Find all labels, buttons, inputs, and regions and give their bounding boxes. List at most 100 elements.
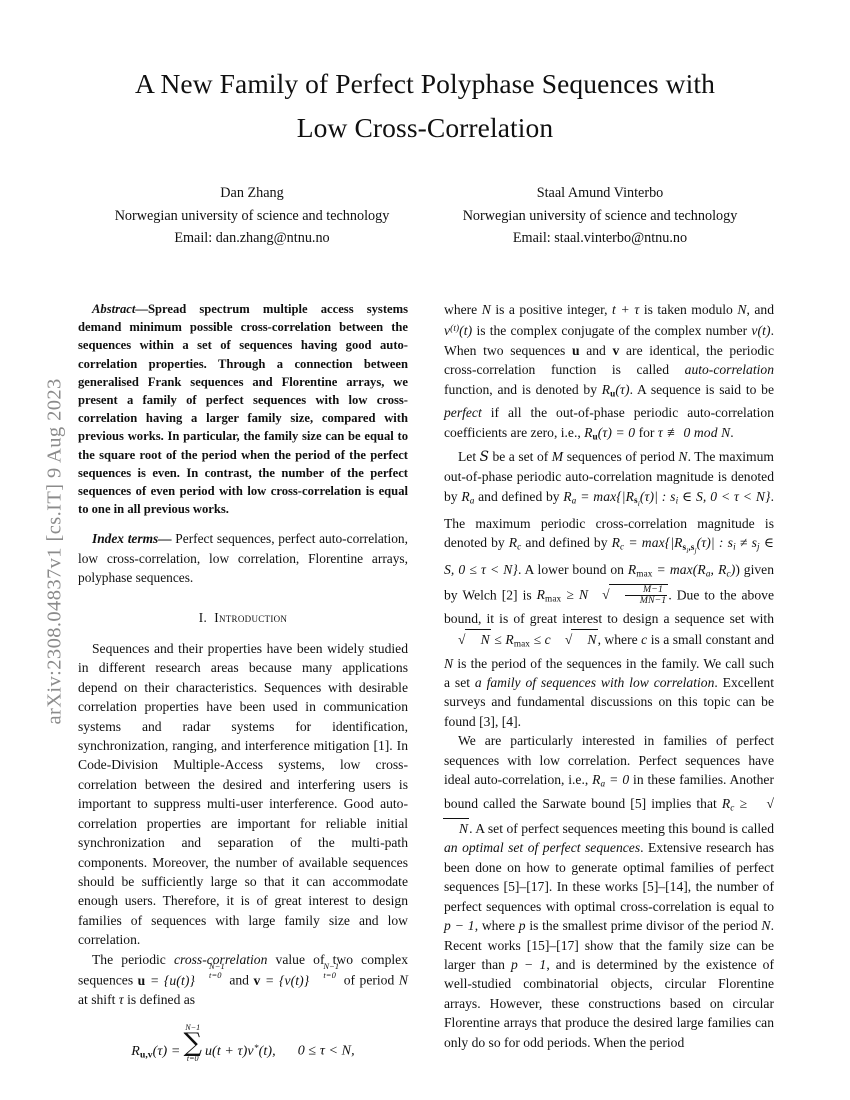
p2-neq: ≠ s bbox=[735, 534, 758, 550]
sqrt-icon: √ bbox=[458, 631, 466, 647]
p1-period: . bbox=[730, 424, 734, 440]
inline-math-tau: τ bbox=[118, 991, 124, 1007]
author-name: Staal Amund Vinterbo bbox=[536, 185, 664, 201]
p2-geq-N: ≥ N bbox=[561, 587, 589, 603]
p2-maxbrace: = max{|R bbox=[576, 488, 635, 504]
p2-sisj-sub: si,sj bbox=[682, 541, 697, 555]
inline-math-Rc-geq-sqrtN: Rc ≥ √ N bbox=[443, 796, 774, 838]
inline-math-p-minus-1b: p − 1 bbox=[510, 956, 547, 972]
right-paragraph-2: Let S be a set of M sequences of period … bbox=[444, 447, 774, 731]
inline-math-M: M bbox=[551, 448, 564, 464]
inline-math-c: c bbox=[641, 631, 648, 647]
abstract-text: Spread spectrum multiple access systems … bbox=[78, 302, 408, 517]
intro-paragraph-1: Sequences and their properties have been… bbox=[78, 641, 408, 948]
inline-math-sqrtN-1: √ N bbox=[444, 628, 491, 647]
p1-perfect-emphasis: perfect bbox=[444, 405, 482, 421]
inline-math-vt: v(t) bbox=[751, 323, 771, 339]
p2-setof: be a set of bbox=[488, 448, 552, 464]
p2-Rc2-sub: c bbox=[620, 541, 625, 552]
inline-math-tau-mod: τ ≢ 0 mod N bbox=[657, 424, 731, 440]
eq-summation-operator: N−1 ∑ t=0 bbox=[183, 1024, 201, 1063]
right-paragraph-3: We are particularly interested in famili… bbox=[443, 731, 774, 1052]
para2-and: and bbox=[224, 972, 254, 988]
inline-math-u-bold: u bbox=[571, 342, 580, 358]
index-terms-lead: Index terms— bbox=[92, 531, 176, 547]
p2-comma-R: , R bbox=[710, 561, 727, 577]
sqrt-icon: √ bbox=[766, 796, 774, 812]
p2-tau-colon: (τ)| : s bbox=[639, 488, 676, 504]
inline-math-Ra: Ra bbox=[461, 488, 475, 506]
p2-eq-max: = max(R bbox=[652, 561, 706, 577]
p2-maxbrace2: = max{|R bbox=[624, 534, 683, 550]
eq-summand-body: u(t + τ)v bbox=[204, 1043, 254, 1059]
frac-numerator: M−1 bbox=[624, 584, 668, 597]
inline-math-N: N bbox=[398, 972, 408, 988]
p3-optimal-emphasis: an optimal set of perfect sequences bbox=[444, 840, 641, 856]
p2-Rc3-sub: c bbox=[726, 568, 731, 579]
p2-Ra2: R bbox=[563, 488, 572, 504]
p2-Rc-sub: c bbox=[517, 541, 522, 552]
p3-Ra: R bbox=[592, 772, 601, 788]
p2-defined: and defined by bbox=[474, 488, 564, 504]
eq-summand-end: (t), bbox=[258, 1043, 276, 1059]
p2-Ra2-sub: a bbox=[571, 495, 577, 506]
p2-welch: ) given by Welch [2] is bbox=[444, 561, 774, 603]
index-terms-text: Perfect sequences, perfect auto-correlat… bbox=[78, 531, 408, 585]
inline-math-cal-S: S bbox=[479, 448, 489, 465]
p2-si-sub: si bbox=[634, 495, 640, 509]
eq-lhs-tau: (τ) = bbox=[152, 1043, 181, 1059]
paper-title-line2: Low Cross-Correlation bbox=[296, 112, 554, 143]
p2-periodfamily: is the period of the sequences in the fa… bbox=[444, 655, 774, 691]
inline-math-p-minus-1: p − 1 bbox=[444, 918, 475, 934]
section-numeral: I. bbox=[198, 610, 208, 626]
p2-Rc2: R bbox=[611, 534, 620, 550]
p2-surveys: . Excellent surveys and fundamental disc… bbox=[444, 675, 774, 729]
para2-emphasis: cross-correlation bbox=[174, 951, 268, 967]
p1-when: . When two sequences bbox=[444, 323, 774, 358]
author-email: Email: dan.zhang@ntnu.no bbox=[174, 230, 330, 246]
p2-lowerbound: . A lower bound on bbox=[517, 561, 628, 577]
inline-math-Ru-tau: Ru(τ) bbox=[602, 381, 630, 399]
p2-si-sub2: i bbox=[675, 495, 679, 506]
inline-math-N2: N bbox=[737, 302, 747, 317]
inline-math-v-star-t: v(t)(t) bbox=[444, 323, 472, 338]
p2-Rc: R bbox=[508, 534, 518, 550]
p2-family-emphasis: a family of sequences with low correlati… bbox=[474, 675, 715, 691]
p3-extensive: . Extensive research has been done on ho… bbox=[444, 840, 774, 914]
frac-denominator: MN−1 bbox=[639, 595, 667, 607]
inline-math-v-bold: v bbox=[612, 342, 620, 358]
para2-tail: is defined as bbox=[123, 991, 196, 1007]
p2-Ra-sub: a bbox=[469, 495, 475, 506]
p1-and: , and bbox=[746, 302, 775, 317]
inline-math-Rc: Rc bbox=[508, 534, 522, 552]
inline-math-Ru-zero: Ru(τ) = 0 bbox=[584, 425, 635, 442]
p2-maxcross: . The maximum periodic cross-correlation… bbox=[444, 488, 774, 550]
author-entry: Staal Amund Vinterbo Norwegian universit… bbox=[426, 182, 774, 250]
sqrt-N-body3: N bbox=[443, 818, 470, 838]
p3-Ra-sub: a bbox=[600, 778, 606, 789]
p2-Rmax3-sub: max bbox=[513, 638, 531, 649]
inline-math-Rmax: Rmax = max(Ra, Rc) bbox=[627, 561, 736, 579]
author-affiliation: Norwegian university of science and tech… bbox=[462, 207, 738, 224]
section-heading-introduction: I. Introduction bbox=[78, 610, 408, 626]
author-affiliation: Norwegian university of science and tech… bbox=[114, 207, 390, 224]
inline-math-N: N bbox=[481, 302, 491, 317]
author-name: Dan Zhang bbox=[220, 185, 284, 201]
p3-geq: ≥ bbox=[734, 796, 753, 812]
p1-for: for bbox=[635, 424, 658, 440]
p2-Rmax: R bbox=[627, 561, 637, 577]
p2-defined2: and defined by bbox=[521, 534, 612, 550]
author-entry: Dan Zhang Norwegian university of scienc… bbox=[78, 182, 426, 250]
p1-auto-emphasis: auto-correlation bbox=[684, 362, 774, 378]
eq-range: 0 ≤ τ < N, bbox=[297, 1043, 355, 1059]
page-title: A New Family of Perfect Polyphase Sequen… bbox=[62, 62, 788, 150]
author-block: Dan Zhang Norwegian university of scienc… bbox=[78, 182, 774, 250]
p2-maxoutphase: . The maximum out-of-phase periodic auto… bbox=[444, 448, 775, 504]
eq-conjugate-star: * bbox=[253, 1043, 259, 1054]
sqrt-N-body2: N bbox=[571, 628, 598, 649]
title-block: A New Family of Perfect Polyphase Sequen… bbox=[62, 62, 788, 150]
p1-conj: is the complex conjugate of the complex … bbox=[472, 323, 752, 339]
p2-Ra: R bbox=[461, 488, 470, 504]
p1-R-tau: (τ) bbox=[615, 381, 630, 397]
